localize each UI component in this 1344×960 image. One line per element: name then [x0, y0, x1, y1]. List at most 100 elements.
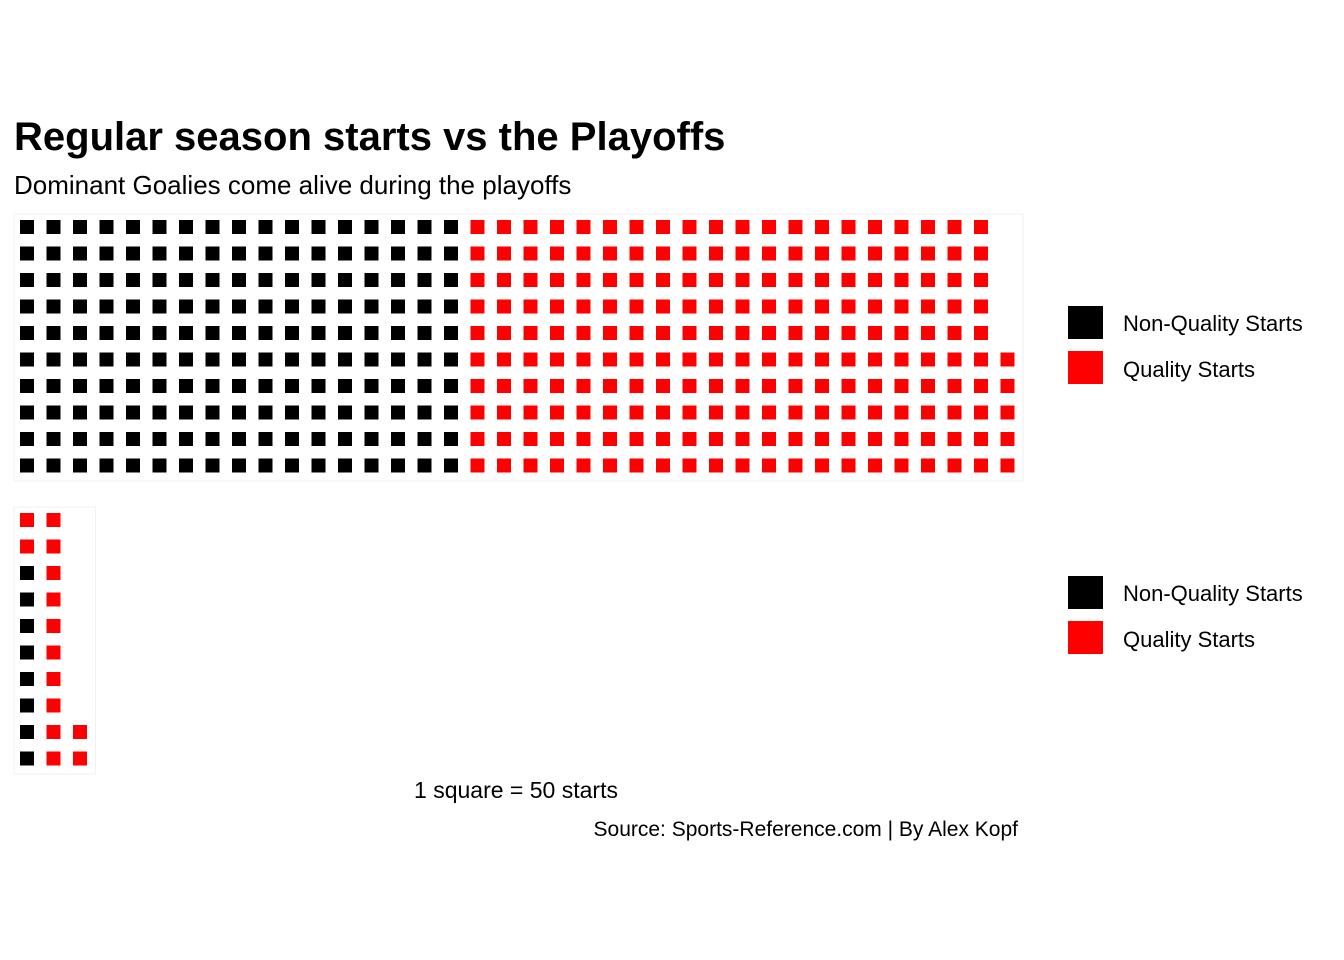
- non-quality-start-square: [285, 326, 299, 340]
- quality-start-square: [470, 432, 485, 446]
- quality-start-square: [470, 405, 485, 420]
- non-quality-start-square: [417, 220, 432, 234]
- non-quality-start-square: [152, 220, 167, 234]
- non-quality-start-square: [99, 246, 114, 261]
- quality-start-square: [603, 220, 617, 234]
- quality-start-square: [762, 273, 776, 287]
- quality-start-square: [947, 220, 962, 234]
- quality-start-square: [46, 619, 61, 633]
- non-quality-start-square: [338, 326, 352, 340]
- quality-start-square: [921, 379, 935, 393]
- quality-start-square: [947, 246, 962, 261]
- quality-start-square: [947, 432, 962, 446]
- quality-start-square: [470, 458, 485, 473]
- quality-start-square: [762, 220, 776, 234]
- non-quality-start-square: [311, 352, 326, 367]
- non-quality-start-square: [73, 458, 87, 473]
- quality-start-square: [974, 405, 988, 420]
- non-quality-start-square: [285, 246, 299, 261]
- quality-start-square: [497, 405, 511, 420]
- non-quality-start-square: [152, 379, 167, 393]
- non-quality-start-square: [46, 432, 61, 446]
- non-quality-start-square: [364, 299, 379, 314]
- non-quality-start-square: [285, 273, 299, 287]
- quality-start-square: [550, 432, 564, 446]
- non-quality-start-square: [311, 299, 326, 314]
- quality-start-square: [629, 352, 644, 367]
- quality-start-square: [894, 220, 909, 234]
- non-quality-start-square: [126, 352, 140, 367]
- non-quality-start-square: [258, 352, 273, 367]
- quality-start-square: [576, 405, 591, 420]
- non-quality-start-square: [152, 405, 167, 420]
- quality-start-square: [815, 379, 829, 393]
- quality-start-square: [841, 432, 856, 446]
- quality-start-square: [947, 273, 962, 287]
- quality-start-square: [603, 379, 617, 393]
- quality-start-square: [921, 220, 935, 234]
- non-quality-start-square: [311, 379, 326, 393]
- non-quality-start-square: [232, 405, 246, 420]
- quality-start-square: [603, 458, 617, 473]
- quality-start-square: [682, 246, 697, 261]
- quality-start-square: [762, 379, 776, 393]
- non-quality-start-square: [126, 246, 140, 261]
- quality-start-square: [921, 405, 935, 420]
- non-quality-start-square: [444, 405, 458, 420]
- quality-start-square: [603, 405, 617, 420]
- quality-start-square: [576, 299, 591, 314]
- quality-start-square: [709, 220, 723, 234]
- quality-start-square: [815, 458, 829, 473]
- quality-start-square: [46, 539, 61, 554]
- quality-start-square: [868, 379, 882, 393]
- non-quality-start-square: [417, 432, 432, 446]
- non-quality-start-square: [444, 432, 458, 446]
- legend-swatch-non-quality: [1068, 576, 1103, 609]
- non-quality-start-square: [258, 246, 273, 261]
- quality-start-square: [735, 220, 750, 234]
- quality-start-square: [841, 246, 856, 261]
- quality-start-square: [735, 299, 750, 314]
- non-quality-start-square: [311, 220, 326, 234]
- quality-start-square: [762, 458, 776, 473]
- non-quality-start-square: [391, 458, 405, 473]
- quality-start-square: [629, 379, 644, 393]
- quality-start-square: [921, 299, 935, 314]
- quality-start-square: [974, 273, 988, 287]
- non-quality-start-square: [20, 299, 34, 314]
- quality-start-square: [550, 326, 564, 340]
- non-quality-start-square: [311, 432, 326, 446]
- non-quality-start-square: [205, 458, 220, 473]
- non-quality-start-square: [20, 458, 34, 473]
- quality-start-square: [629, 458, 644, 473]
- non-quality-start-square: [258, 432, 273, 446]
- quality-start-square: [523, 299, 538, 314]
- quality-start-square: [523, 273, 538, 287]
- quality-start-square: [974, 299, 988, 314]
- quality-start-square: [550, 273, 564, 287]
- quality-start-square: [788, 246, 803, 261]
- quality-start-square: [629, 220, 644, 234]
- non-quality-start-square: [46, 220, 61, 234]
- non-quality-start-square: [417, 273, 432, 287]
- quality-start-square: [815, 299, 829, 314]
- quality-start-square: [656, 458, 670, 473]
- non-quality-start-square: [338, 220, 352, 234]
- quality-start-square: [46, 751, 61, 766]
- quality-start-square: [974, 379, 988, 393]
- quality-start-square: [815, 273, 829, 287]
- non-quality-start-square: [20, 432, 34, 446]
- non-quality-start-square: [232, 458, 246, 473]
- quality-start-square: [682, 273, 697, 287]
- quality-start-square: [603, 352, 617, 367]
- non-quality-start-square: [99, 299, 114, 314]
- quality-start-square: [894, 405, 909, 420]
- quality-start-square: [497, 246, 511, 261]
- non-quality-start-square: [99, 273, 114, 287]
- quality-start-square: [921, 432, 935, 446]
- quality-start-square: [46, 513, 61, 527]
- quality-start-square: [735, 352, 750, 367]
- quality-start-square: [868, 326, 882, 340]
- quality-start-square: [656, 432, 670, 446]
- non-quality-start-square: [126, 326, 140, 340]
